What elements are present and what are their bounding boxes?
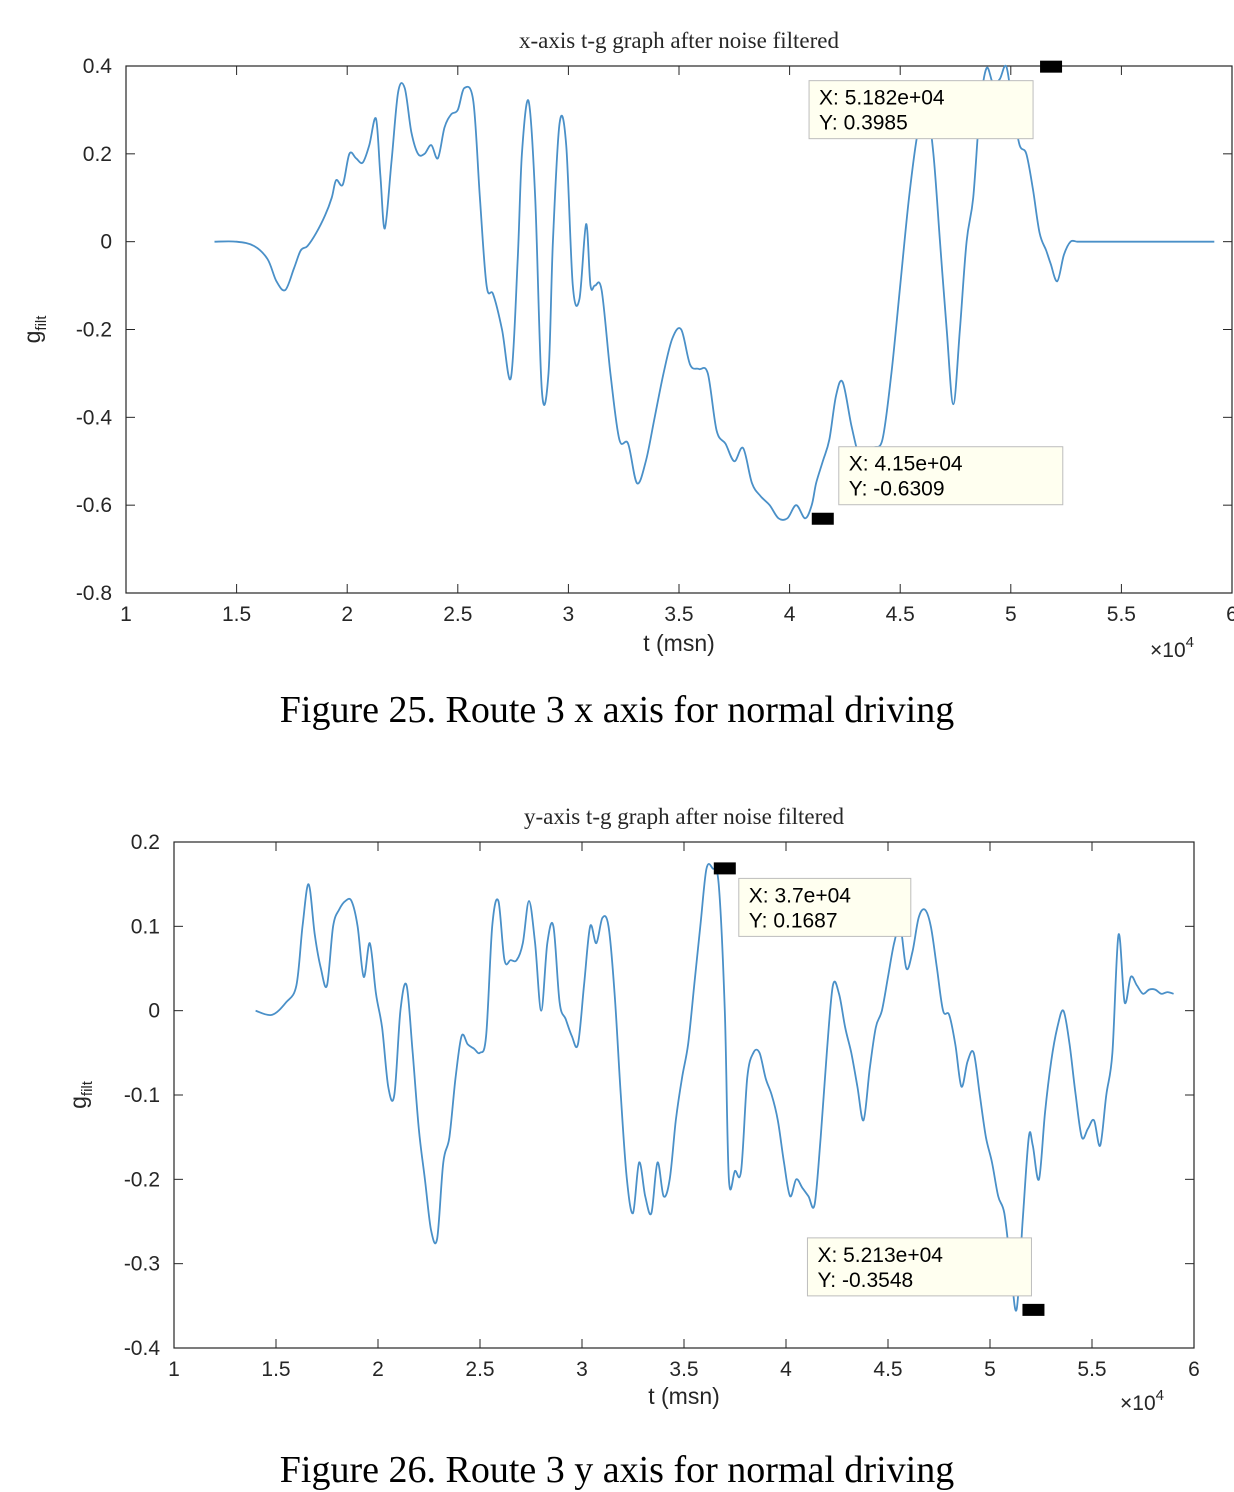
series-line	[255, 862, 1174, 1312]
x-tick-label: 5.5	[1107, 603, 1136, 626]
y-tick-label: 0.1	[131, 915, 160, 938]
x-tick-label: 5	[1005, 603, 1017, 626]
y-tick-label: 0	[148, 1000, 160, 1023]
x-axis-label: t (msn)	[648, 1383, 720, 1409]
datatip-marker	[713, 862, 736, 875]
x-tick-label: 2.5	[443, 603, 472, 626]
x-tick-label: 3	[563, 603, 575, 626]
chart-svg: x-axis t-g graph after noise filtered 0.4…	[19, 28, 1234, 662]
x-tick-label: 4.5	[873, 1358, 902, 1381]
x-tick-label: 2	[341, 603, 353, 626]
x-tick-label: 1	[120, 603, 132, 626]
y-tick-label: -0.6	[76, 494, 112, 517]
datatip-y-label: Y: 0.3985	[819, 112, 908, 135]
x-tick-label: 5	[984, 1358, 996, 1381]
x-tick-label: 4.5	[886, 603, 915, 626]
x-tick-label: 1	[168, 1358, 180, 1381]
datatip-marker	[1022, 1303, 1045, 1316]
plot-area	[125, 65, 1233, 594]
y-tick-label: 0.4	[83, 55, 113, 78]
x-tick-label: 5.5	[1077, 1358, 1106, 1381]
y-tick-label: -0.2	[76, 319, 112, 342]
chart-svg: y-axis t-g graph after noise filtered 0.2…	[65, 804, 1200, 1415]
datatip-x-label: X: 3.7e+04	[749, 884, 851, 907]
datatip-y-label: Y: -0.6309	[849, 478, 945, 501]
figure-26-caption: Figure 26. Route 3 y axis for normal dri…	[279, 1449, 955, 1491]
datatip-box	[738, 877, 912, 937]
y-tick-label: -0.8	[76, 582, 112, 605]
x-tick-label: 2.5	[465, 1358, 494, 1381]
x-tick-label: 2	[372, 1358, 384, 1381]
y-tick-label: 0.2	[83, 143, 112, 166]
x-tick-label: 3.5	[664, 603, 693, 626]
datatip-box	[808, 80, 1034, 140]
chart-title: x-axis t-g graph after noise filtered	[519, 28, 839, 53]
datatip-box	[806, 1237, 1032, 1297]
y-tick-label: -0.1	[124, 1084, 160, 1107]
datatip-y-label: Y: 0.1687	[749, 909, 838, 932]
datatip-box	[838, 446, 1064, 506]
y-tick-label: -0.4	[124, 1337, 161, 1360]
figure-25-caption: Figure 25. Route 3 x axis for normal dri…	[279, 689, 955, 731]
x-tick-label: 4	[784, 603, 796, 626]
x-tick-label: 3.5	[669, 1358, 698, 1381]
x-tick-label: 1.5	[222, 603, 251, 626]
y-tick-label: 0	[100, 231, 112, 254]
datatip-marker	[811, 512, 834, 525]
y-axis-label: gfilt	[65, 1080, 96, 1109]
datatip-x-label: X: 4.15e+04	[849, 453, 963, 476]
y-tick-label: 0.2	[131, 831, 160, 854]
x-multiplier-label: ×104	[1120, 1387, 1164, 1415]
x-tick-label: 3	[576, 1358, 588, 1381]
chart-title: y-axis t-g graph after noise filtered	[524, 804, 844, 829]
y-tick-label: -0.3	[124, 1253, 160, 1276]
x-multiplier-label: ×104	[1150, 634, 1194, 662]
x-tick-label: 6	[1226, 603, 1234, 626]
x-tick-label: 6	[1188, 1358, 1200, 1381]
x-axis-label: t (msn)	[643, 630, 715, 656]
series-line	[214, 64, 1215, 521]
datatip-marker	[1040, 60, 1063, 73]
chart-x-axis: x-axis t-g graph after noise filtered 0.4…	[0, 0, 1234, 680]
x-tick-label: 4	[780, 1358, 792, 1381]
y-axis-label: gfilt	[19, 315, 50, 344]
datatip-x-label: X: 5.182e+04	[819, 87, 945, 110]
datatip-y-label: Y: -0.3548	[817, 1269, 913, 1292]
chart-y-axis: y-axis t-g graph after noise filtered 0.2…	[0, 792, 1234, 1432]
plot-area	[173, 841, 1195, 1349]
y-tick-label: -0.4	[76, 406, 113, 429]
datatip-x-label: X: 5.213e+04	[817, 1244, 943, 1267]
y-tick-label: -0.2	[124, 1168, 160, 1191]
x-tick-label: 1.5	[261, 1358, 290, 1381]
